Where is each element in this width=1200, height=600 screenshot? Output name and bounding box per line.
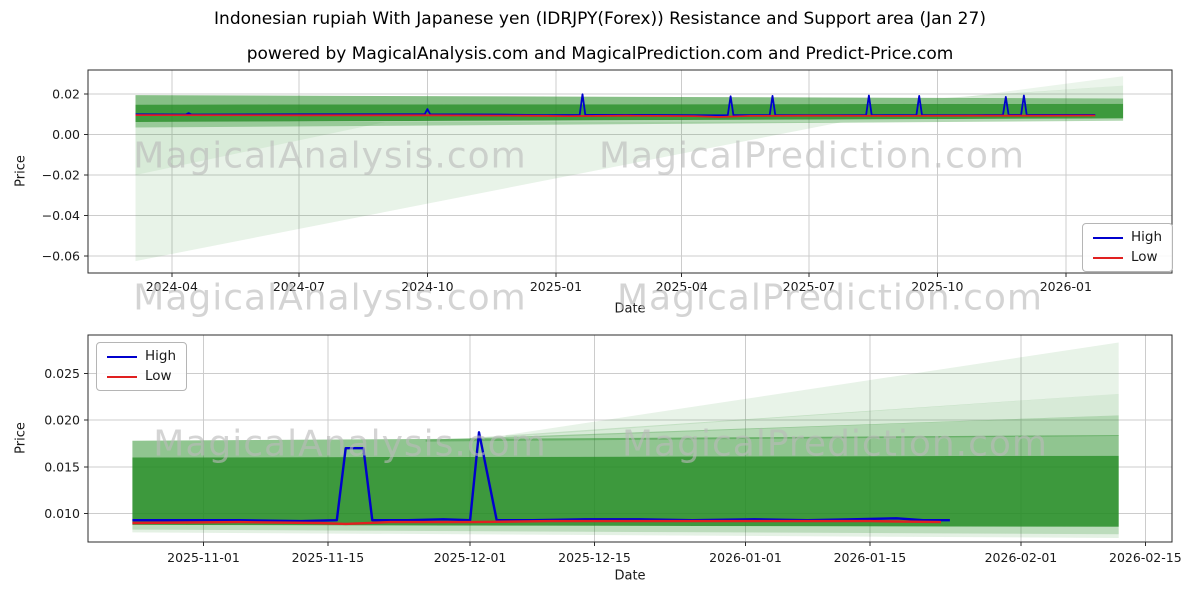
y-tick-label: 0.00 <box>52 127 80 142</box>
top-chart-ylabel: Price <box>13 155 29 187</box>
high-line-swatch <box>1093 236 1123 239</box>
x-tick-label: 2025-01 <box>530 279 582 294</box>
band-top-strip <box>132 435 1119 458</box>
resistance-band-main <box>132 455 1119 527</box>
forecast-wedge-palest <box>505 342 1119 437</box>
forecast-wedge-upper-pale <box>963 76 1124 98</box>
x-tick-label: 2024-04 <box>146 279 198 294</box>
legend-label-low: Low <box>145 368 172 384</box>
x-tick-label: 2025-11-01 <box>167 550 240 565</box>
band-under-strip <box>135 118 1124 128</box>
x-tick-label: 2025-07 <box>783 279 835 294</box>
legend-label-high: High <box>145 348 177 364</box>
x-tick-label: 2025-11-15 <box>292 550 365 565</box>
x-tick-label: 2026-02-01 <box>985 550 1058 565</box>
legend-entry-high: High <box>107 349 176 364</box>
band-under-palest <box>132 529 1119 538</box>
y-tick-label: −0.02 <box>42 168 80 183</box>
y-tick-label: 0.02 <box>52 87 80 102</box>
low-line-swatch <box>107 375 137 378</box>
low-line-swatch <box>1093 256 1123 259</box>
legend-entry-high: High <box>1093 230 1162 245</box>
low-line <box>135 114 1096 118</box>
legend-entry-low: Low <box>1093 250 1162 265</box>
forecast-wedge-pale <box>470 393 1119 440</box>
low-line <box>132 519 942 526</box>
legend-label-low: Low <box>1131 249 1158 265</box>
x-tick-label: 2026-01-01 <box>709 550 782 565</box>
watermark-prediction: MagicalPrediction.com <box>617 277 1043 319</box>
legend-bottom-chart: High Low <box>96 342 188 391</box>
legend-label-high: High <box>1131 229 1163 245</box>
bottom-chart-xlabel: Date <box>614 568 646 584</box>
forecast-wedge-medium <box>425 415 1119 442</box>
y-tick-label: 0.015 <box>44 459 80 474</box>
axes-frame <box>87 69 1173 274</box>
x-tick-label: 2025-10 <box>911 279 963 294</box>
watermark-prediction: MagicalPrediction.com <box>622 423 1048 465</box>
chart-subtitle: powered by MagicalAnalysis.com and Magic… <box>246 44 954 64</box>
legend-entry-low: Low <box>107 369 176 384</box>
watermark-analysis: MagicalAnalysis.com <box>133 277 527 319</box>
y-tick-label: 0.020 <box>44 413 80 428</box>
x-tick-label: 2025-12-15 <box>558 550 631 565</box>
y-tick-label: 0.010 <box>44 506 80 521</box>
x-tick-label: 2026-01 <box>1040 279 1092 294</box>
support-fan-medium <box>135 122 386 175</box>
high-line-swatch <box>107 355 137 358</box>
high-line <box>132 431 950 523</box>
forecast-wedge-upper <box>942 85 1124 99</box>
axes-frame <box>87 334 1173 543</box>
watermark-prediction: MagicalPrediction.com <box>599 135 1025 177</box>
y-tick-label: 0.025 <box>44 366 80 381</box>
y-tick-label: −0.06 <box>42 248 80 263</box>
y-tick-label: −0.04 <box>42 208 80 223</box>
legend-top-chart: High Low <box>1082 223 1174 272</box>
x-tick-label: 2024-10 <box>401 279 453 294</box>
x-tick-label: 2026-02-15 <box>1109 550 1182 565</box>
top-chart-xlabel: Date <box>614 301 646 317</box>
chart-title: Indonesian rupiah With Japanese yen (IDR… <box>214 9 986 29</box>
watermark-analysis: MagicalAnalysis.com <box>153 423 547 465</box>
support-fan-palest <box>135 122 843 262</box>
x-tick-label: 2024-07 <box>273 279 325 294</box>
x-tick-label: 2026-01-15 <box>834 550 907 565</box>
x-tick-label: 2025-12-01 <box>434 550 507 565</box>
band-top-strip <box>135 95 1124 105</box>
resistance-band-main <box>135 103 1124 122</box>
watermark-analysis: MagicalAnalysis.com <box>133 135 527 177</box>
band-under-strip <box>132 524 1119 535</box>
bottom-chart-ylabel: Price <box>13 422 29 454</box>
x-tick-label: 2025-04 <box>656 279 708 294</box>
